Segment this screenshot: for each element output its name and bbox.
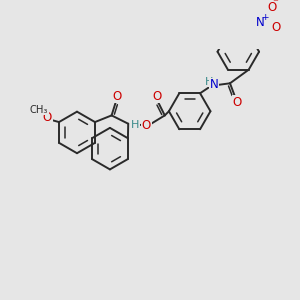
Text: H: H <box>131 119 139 130</box>
Text: N: N <box>256 16 265 28</box>
Text: O: O <box>153 90 162 103</box>
Text: O: O <box>233 96 242 109</box>
Text: N: N <box>210 79 219 92</box>
Text: CH₃: CH₃ <box>30 105 48 115</box>
Text: ⁻: ⁻ <box>272 0 278 8</box>
Text: H: H <box>205 76 213 87</box>
Text: O: O <box>267 1 277 13</box>
Text: O: O <box>112 90 121 103</box>
Text: O: O <box>43 111 52 124</box>
Text: O: O <box>142 119 151 132</box>
Text: +: + <box>261 14 268 22</box>
Text: O: O <box>272 21 281 34</box>
